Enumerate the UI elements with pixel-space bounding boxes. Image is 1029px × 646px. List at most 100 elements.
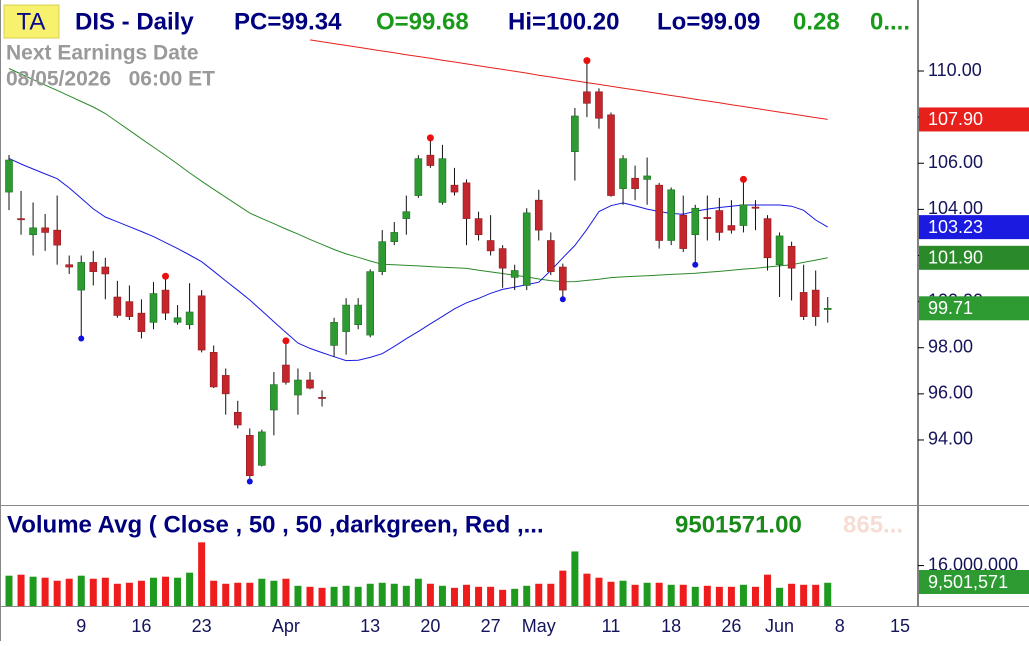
candle-body [65,264,73,268]
volume-bar [824,582,832,606]
candle-body [149,293,158,323]
pivot-high [583,57,591,65]
pivot-low [246,478,253,485]
volume-bar [29,576,37,606]
candle-body [282,364,290,383]
candle-body [583,91,591,104]
y-tick-label: 106.00 [928,152,983,172]
volume-bar [378,582,386,606]
candle-body [185,311,194,325]
candle-body [221,375,230,395]
price-label: 101.90 [928,248,983,268]
volume-label-box [919,570,1029,595]
candle-body [498,248,507,269]
candle-body [89,262,98,272]
volume-bar [258,578,266,606]
candle-body [101,266,110,275]
candle-body [486,240,495,252]
volume-bar [607,581,615,606]
candle-body [607,114,615,196]
volume-bar [679,584,687,606]
candle-body [378,241,387,272]
quote: PC=99.34 [234,8,342,35]
candle-body [173,317,182,323]
pivot-low [78,335,85,342]
quote: Hi=100.20 [508,8,619,35]
volume-bar [414,578,422,606]
y-tick-label: 94.00 [928,429,973,449]
y-tick-label: 110.00 [928,60,982,80]
candle-body [354,304,362,325]
candle-body [41,227,49,233]
volume-bar [776,587,784,606]
volume-bar [499,589,507,606]
candle-body [775,235,784,266]
price-label: 99.71 [928,298,973,318]
volume-bar [595,577,603,606]
y-tick-label: 98.00 [928,336,973,356]
price-label-box [919,107,1029,132]
candle-body [414,158,423,196]
candle-body [691,207,700,236]
volume-bar [89,578,97,606]
candle-body [715,210,724,233]
quote: Lo=99.09 [657,8,760,35]
volume-bar [306,586,314,606]
candle-body [787,245,796,269]
candle-body [811,289,820,317]
volume-bar [137,580,145,606]
volume-bar [210,580,218,606]
candle-body [462,182,471,219]
volume-bar [475,586,483,606]
volume-bar [511,588,519,606]
candle-body [306,379,314,389]
volume-bar [149,577,157,606]
candle-body [233,412,242,426]
pivot-high [426,134,434,142]
x-tick-label: Jun [765,616,794,636]
volume-bar [198,542,206,606]
candle-body [294,379,302,396]
volume-bar [715,586,723,606]
volume-bar [800,584,808,606]
candle-body [534,199,543,231]
volume-bar [643,582,651,606]
candle-body [318,397,326,399]
candle-body [366,271,375,336]
indicator-line [8,157,828,362]
quote: 0.28 [793,8,840,35]
x-tick-label: May [522,616,556,636]
candle-body [703,217,712,219]
volume-label: 9,501,571 [928,572,1008,592]
candle-body [595,91,603,119]
price-label: 103.23 [928,217,983,237]
price-label: 107.90 [928,109,983,129]
volume-bar [186,572,194,606]
x-tick-label: 18 [661,616,681,636]
annotation: 08/05/2026 06:00 ET [6,68,215,91]
volume-panel [5,542,832,606]
candle-body [474,218,483,236]
indicator-line [8,68,828,283]
volume-bar [222,583,230,606]
candle-body [197,295,206,351]
candle-body [655,184,663,241]
volume-bar [101,577,109,606]
volume-bar [547,583,555,606]
volume-bar [631,584,639,606]
volume-bar [739,584,747,606]
x-tick-label: 26 [721,616,741,636]
volume-bar [17,574,25,606]
volume-bar [764,574,772,606]
candle-body [113,296,122,316]
x-tick-label: 8 [835,616,845,636]
candle-body [510,270,519,278]
candle-body [727,225,736,231]
volume-bar [751,586,759,606]
candle-body [17,218,25,221]
volume-bar [162,576,170,606]
volume-bar [246,582,254,606]
quote: O=99.68 [376,8,469,35]
